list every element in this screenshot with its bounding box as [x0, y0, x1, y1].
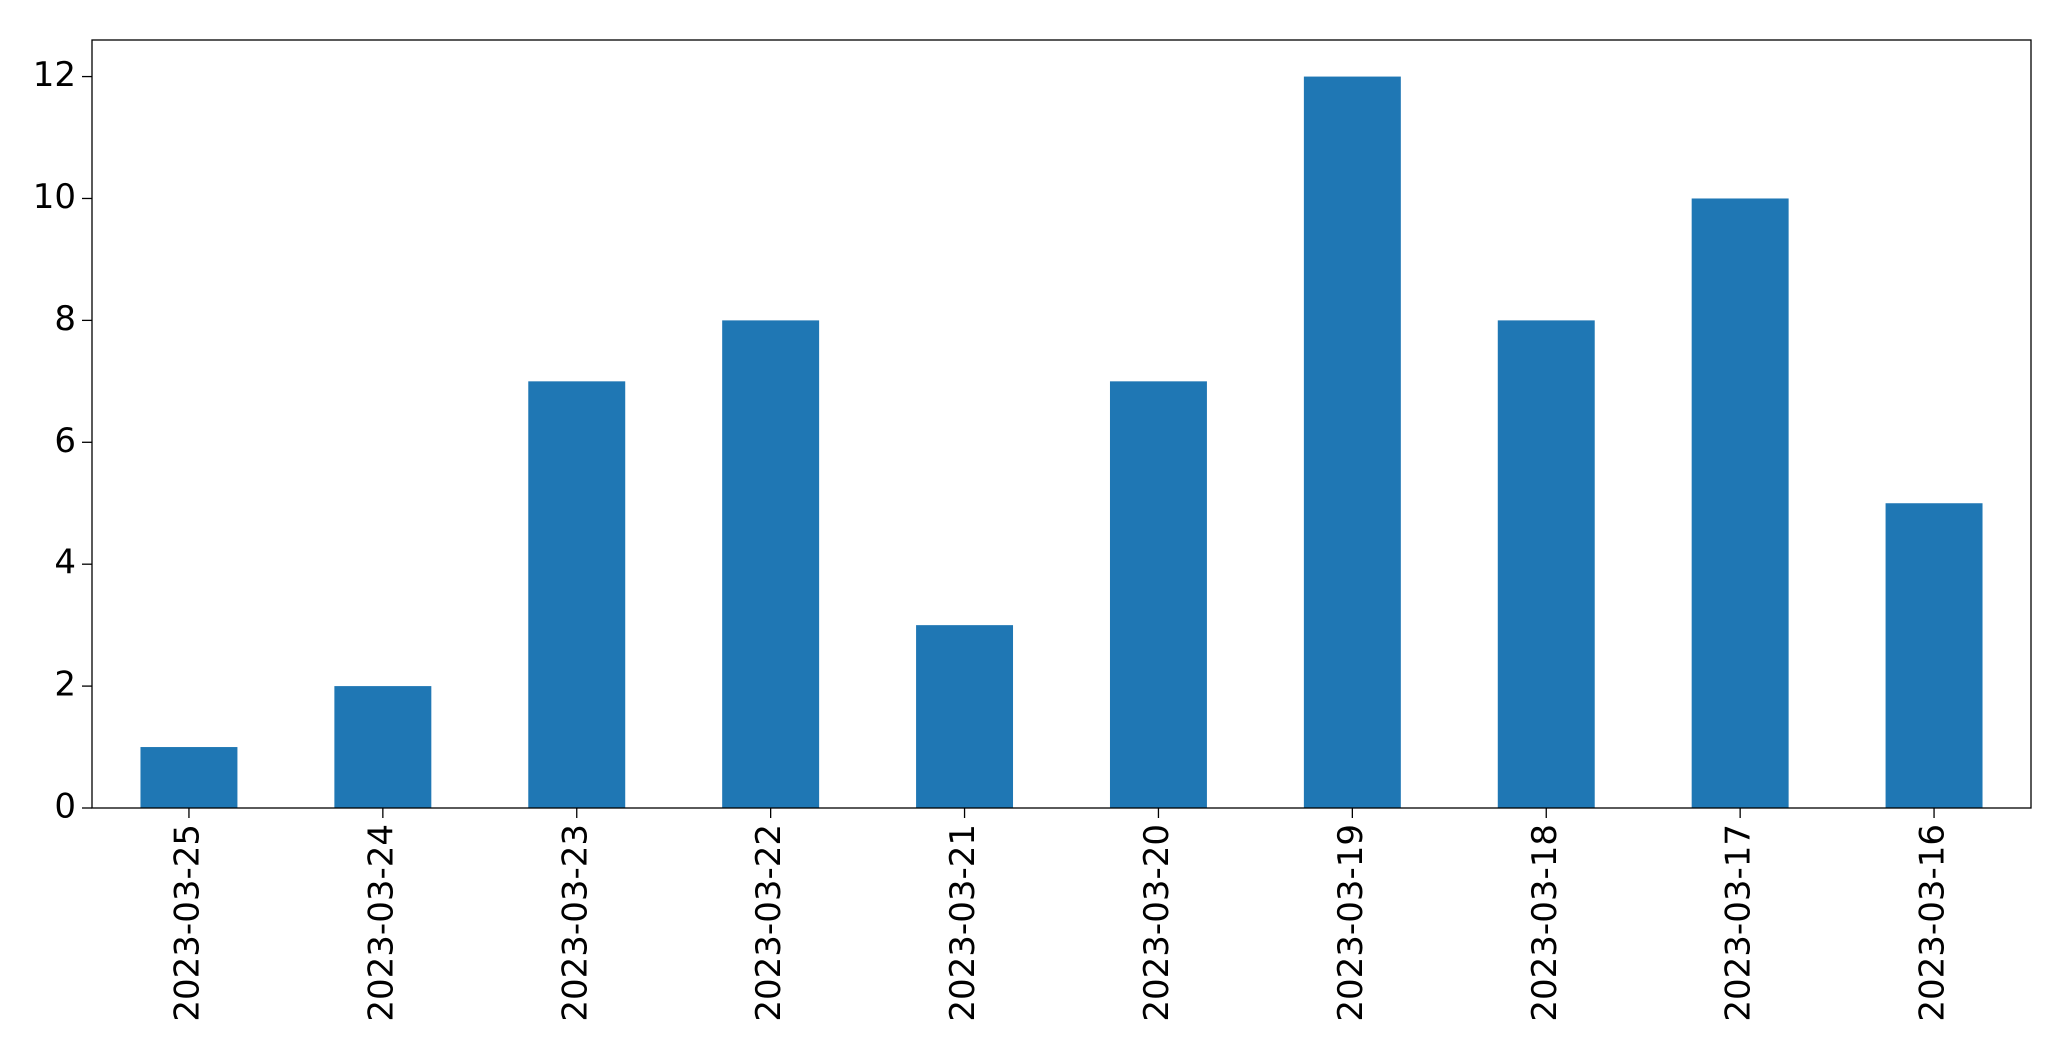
- bar: [1691, 198, 1789, 808]
- y-tick-label: 0: [54, 787, 76, 827]
- bar: [1497, 320, 1595, 808]
- x-tick-label: 2023-03-21: [943, 824, 983, 1022]
- x-tick-label: 2023-03-18: [1525, 824, 1565, 1022]
- x-tick-label: 2023-03-17: [1719, 824, 1759, 1022]
- bar: [1109, 381, 1207, 808]
- y-tick-label: 12: [33, 55, 76, 95]
- x-tick-label: 2023-03-16: [1913, 824, 1953, 1022]
- x-tick-label: 2023-03-22: [749, 824, 789, 1022]
- x-tick-label: 2023-03-20: [1137, 824, 1177, 1022]
- bar: [916, 625, 1014, 808]
- y-tick-label: 8: [54, 299, 76, 339]
- y-tick-label: 4: [54, 543, 76, 583]
- x-tick-label: 2023-03-19: [1331, 824, 1371, 1022]
- bar: [140, 747, 238, 808]
- bar: [722, 320, 820, 808]
- y-tick-label: 2: [54, 665, 76, 705]
- x-tick-label: 2023-03-25: [167, 824, 207, 1022]
- plot-frame: [91, 39, 2032, 809]
- bar: [1885, 503, 1983, 808]
- y-tick-label: 10: [33, 177, 76, 217]
- x-tick-label: 2023-03-24: [361, 824, 401, 1022]
- x-tick-label: 2023-03-23: [555, 824, 595, 1022]
- bar: [528, 381, 626, 808]
- bar: [1303, 76, 1401, 809]
- bar: [334, 686, 432, 808]
- y-tick-label: 6: [54, 421, 76, 461]
